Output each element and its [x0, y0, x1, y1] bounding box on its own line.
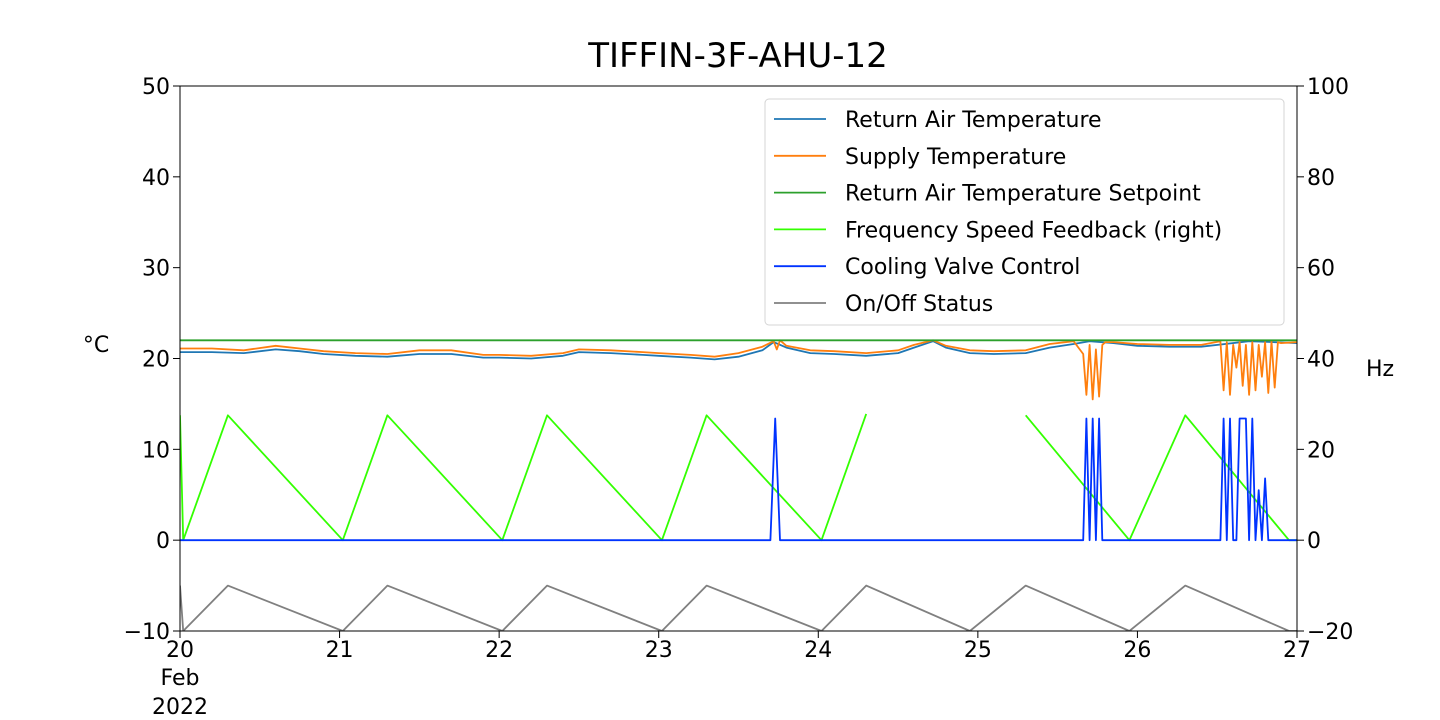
legend-label: Supply Temperature [845, 145, 1066, 170]
legend-label: On/Off Status [845, 292, 993, 317]
legend-label: Cooling Valve Control [845, 255, 1080, 280]
x-date-sublabel: Feb [161, 666, 200, 691]
y-tick-label: 20 [142, 348, 170, 373]
legend-label: Return Air Temperature Setpoint [845, 182, 1201, 207]
x-tick-label: 25 [964, 638, 992, 663]
y-tick-label: 50 [142, 75, 170, 100]
x-date-sublabel: 2022 [152, 695, 208, 720]
y2-tick-label: 100 [1307, 75, 1349, 100]
x-tick-label: 26 [1123, 638, 1151, 663]
x-tick-label: 24 [804, 638, 832, 663]
axes-layer: 20 21 22 23 24 25 26 27 Feb 2022 −10 0 10 20 30 40 50 −20… [124, 75, 1354, 720]
y-tick-label: 40 [142, 166, 170, 191]
y2-tick-label: 60 [1307, 257, 1335, 282]
y2-tick-label: 20 [1307, 438, 1335, 463]
legend[interactable]: Return Air Temperature Supply Temperature… [764, 98, 1285, 326]
y2-tick-label: −20 [1307, 620, 1353, 645]
legend-label: Frequency Speed Feedback (right) [845, 218, 1222, 243]
chart-title: TIFFIN-3F-AHU-12 [587, 36, 888, 76]
y-tick-label: 10 [142, 438, 170, 463]
x-tick-label: 23 [645, 638, 673, 663]
x-tick-label: 27 [1283, 638, 1311, 663]
x-tick-label: 20 [166, 638, 194, 663]
y2-axis-label: Hz [1366, 357, 1394, 382]
series-line-4-0 [180, 417, 1297, 542]
y-tick-label: 0 [156, 529, 170, 554]
x-tick-label: 21 [326, 638, 354, 663]
y-tick-label: 30 [142, 257, 170, 282]
y2-tick-label: 0 [1307, 529, 1321, 554]
series-line-5-0 [180, 584, 1297, 631]
series-layer [180, 339, 1297, 631]
y2-tick-label: 40 [1307, 348, 1335, 373]
series-line-1-0 [180, 339, 1297, 401]
series-line-3-0 [180, 413, 868, 542]
y2-tick-label: 80 [1307, 166, 1335, 191]
y-tick-label: −10 [124, 620, 170, 645]
legend-box [764, 98, 1285, 326]
x-tick-label: 22 [485, 638, 513, 663]
y-axis-label: °C [83, 333, 109, 358]
legend-label: Return Air Temperature [845, 108, 1102, 133]
